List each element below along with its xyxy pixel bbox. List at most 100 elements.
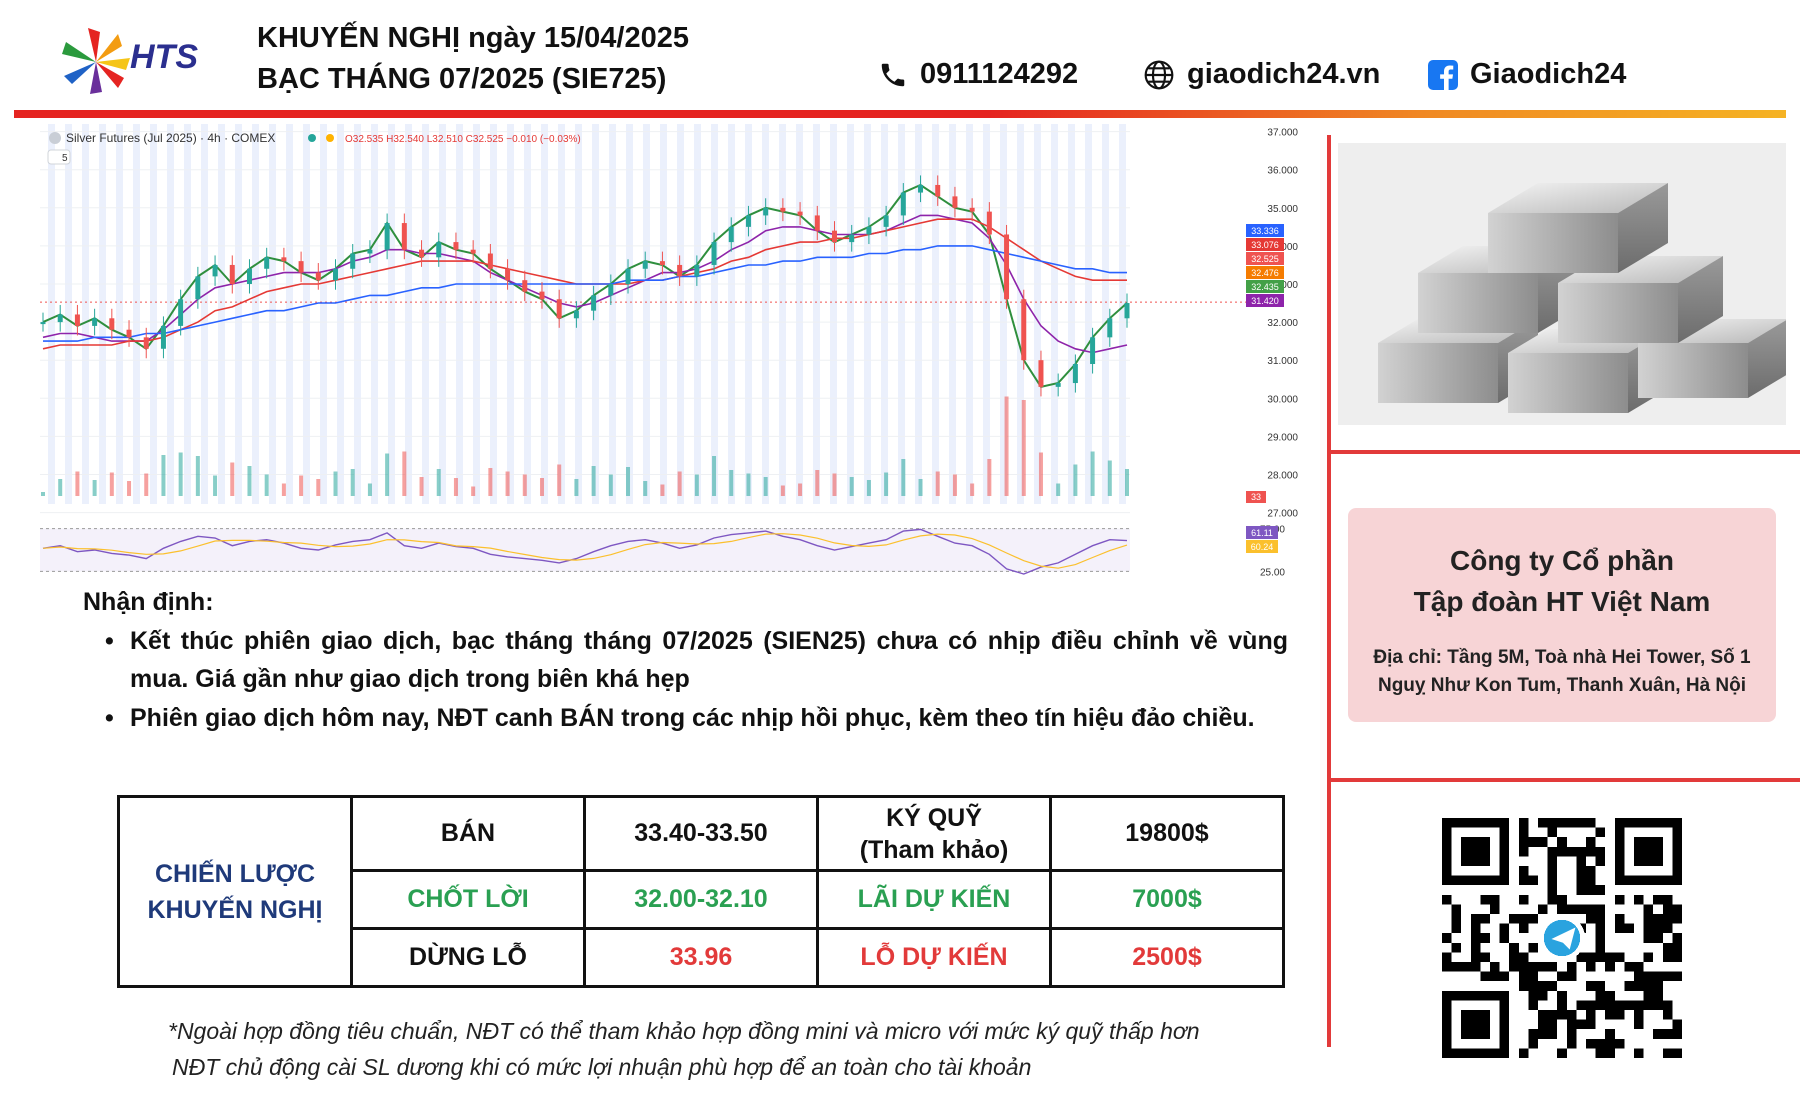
volume-bar — [1107, 460, 1112, 496]
volume-bar — [58, 479, 63, 496]
contact-facebook[interactable]: Giaodich24 — [1428, 58, 1626, 91]
volume-bar — [952, 474, 957, 496]
volume-bar — [1004, 396, 1009, 496]
candle-body — [728, 226, 734, 243]
candle-body — [281, 257, 287, 262]
session-stripe — [439, 124, 446, 504]
interval-badge-box[interactable] — [47, 149, 71, 165]
session-stripe — [116, 124, 123, 504]
address-line2: Nguỵ Như Kon Tum, Thanh Xuân, Hà Nội — [1377, 675, 1747, 696]
telegram-qr-code[interactable] — [1442, 818, 1682, 1058]
candle-body — [900, 192, 906, 216]
candle-body — [505, 268, 511, 281]
company-name: Công ty Cổ phần Tập đoàn HT Việt Nam — [1348, 540, 1776, 622]
sell-price: 33.40-33.50 — [583, 795, 819, 872]
volume-bar — [1125, 469, 1129, 496]
candle-body — [969, 207, 975, 212]
candle-body — [229, 264, 235, 284]
session-stripe — [830, 124, 837, 504]
volume-bar — [367, 483, 372, 496]
session-stripe — [796, 124, 803, 504]
volume-tag-box — [1246, 491, 1266, 503]
session-stripe — [864, 124, 871, 504]
session-stripe — [133, 124, 140, 504]
session-stripe — [252, 124, 259, 504]
volume-bar — [109, 472, 114, 496]
strategy-label-line2: KHUYẾN NGHỊ — [147, 895, 323, 924]
volume-bar — [281, 483, 286, 496]
expected-profit-label: LÃI DỰ KIẾN — [816, 869, 1052, 930]
volume-bar — [780, 485, 785, 496]
candle-body — [333, 268, 339, 281]
session-stripe — [201, 124, 208, 504]
strategy-label: CHIẾN LƯỢC KHUYẾN NGHỊ — [117, 795, 353, 988]
volume-bar — [299, 475, 304, 496]
session-stripe — [456, 124, 463, 504]
margin-label: KÝ QUỸ (Tham khảo) — [816, 795, 1052, 872]
session-stripe — [1102, 124, 1109, 504]
volume-bar — [1056, 483, 1061, 496]
hts-logo-icon — [62, 28, 130, 94]
logo-text: HTS — [130, 38, 198, 76]
candle-body — [470, 249, 476, 254]
price-tag-box — [1246, 280, 1284, 293]
candle-body — [453, 242, 459, 250]
candle-body — [849, 234, 855, 243]
volume-bar — [92, 480, 97, 496]
volume-bar — [178, 452, 183, 496]
series-line — [43, 245, 1127, 342]
volume-bar — [505, 471, 510, 496]
volume-bar — [694, 474, 699, 496]
expected-loss-amount: 2500$ — [1049, 927, 1285, 988]
y-tick-label: 35.000 — [1267, 204, 1298, 215]
candle-body — [659, 261, 665, 265]
volume-bar — [144, 473, 149, 496]
session-stripe — [949, 124, 956, 504]
candle-body — [160, 325, 166, 349]
session-stripe — [150, 124, 157, 504]
session-stripe — [48, 124, 55, 504]
footnote-2: NĐT chủ động cài SL dương khi có mức lợi… — [172, 1054, 1032, 1080]
osc-tag-box — [1246, 540, 1278, 553]
phone-number: 0911124292 — [920, 58, 1079, 90]
company-address: Địa chỉ: Tầng 5M, Toà nhà Hei Tower, Số … — [1348, 644, 1776, 700]
candle-body — [866, 226, 872, 235]
status-dot-icon — [308, 134, 316, 142]
candle-body — [763, 207, 769, 216]
candle-body — [986, 211, 992, 235]
price-tag: 32.476 — [1251, 268, 1279, 278]
candle-body — [677, 264, 683, 277]
contact-phone[interactable]: 0911124292 — [878, 58, 1078, 91]
session-stripe — [1051, 124, 1058, 504]
candle-body — [522, 280, 528, 292]
series-line — [42, 214, 1128, 354]
candle-body — [1004, 234, 1010, 300]
volume-bar — [453, 478, 458, 496]
y-tick-label: 31.000 — [1267, 356, 1298, 367]
candle-body — [109, 318, 115, 330]
header-divider — [14, 110, 1786, 118]
candle-body — [1072, 364, 1078, 384]
session-stripe — [473, 124, 480, 504]
facebook-icon — [1428, 59, 1458, 90]
osc-band — [40, 528, 1130, 572]
contact-website[interactable]: giaodich24.vn — [1143, 58, 1380, 91]
candle-body — [1090, 337, 1096, 364]
candle-body — [935, 184, 941, 197]
candle-body — [1038, 360, 1044, 387]
volume-bar — [333, 471, 338, 496]
volume-bar — [539, 478, 544, 496]
volume-bar — [471, 486, 476, 496]
candle-body — [419, 249, 425, 258]
candle-body — [831, 230, 837, 243]
volume-tag: 33 — [1251, 492, 1261, 502]
footnote-1: *Ngoài hợp đồng tiêu chuẩn, NĐT có thể t… — [168, 1018, 1200, 1044]
volume-bar — [264, 474, 269, 496]
analysis-title: Nhận định: — [83, 588, 214, 616]
session-stripe — [541, 124, 548, 504]
candle-body — [539, 291, 545, 300]
price-chart: 37.00036.00035.00034.00033.00032.00031.0… — [40, 124, 1298, 578]
margin-amount: 19800$ — [1049, 795, 1285, 872]
volume-bar — [557, 464, 562, 496]
volume-bar — [987, 459, 992, 496]
